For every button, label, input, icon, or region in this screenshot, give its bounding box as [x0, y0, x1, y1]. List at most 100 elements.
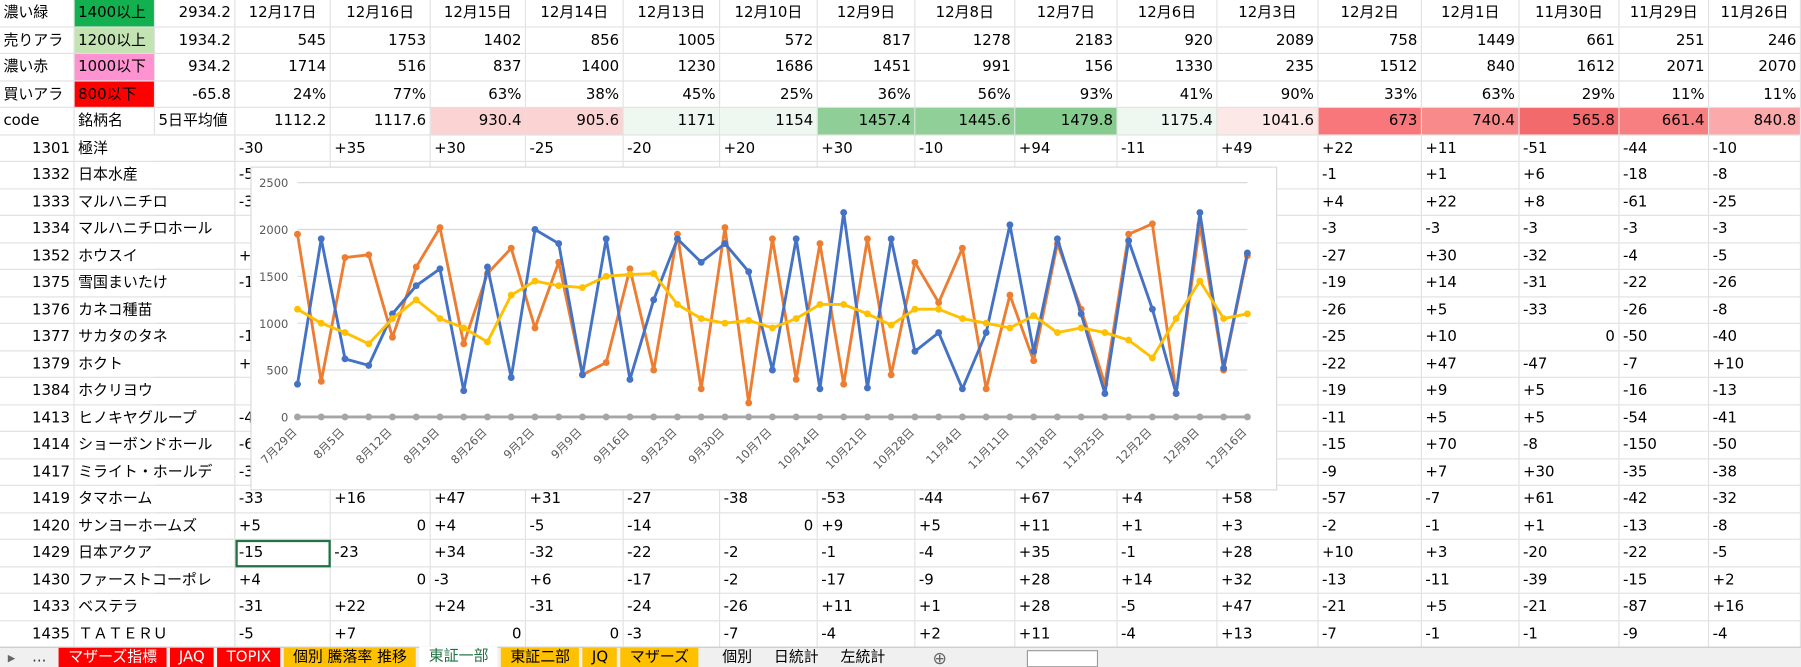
data-cell: -3 [1318, 215, 1422, 243]
sheet-tab[interactable]: JQ [582, 647, 618, 667]
cell: 買いアラ [0, 80, 75, 108]
cell: 45% [623, 80, 721, 108]
sheet-tab[interactable]: 左統計 [840, 648, 886, 667]
series-marker [507, 291, 515, 299]
data-cell: -44 [915, 485, 1016, 513]
data-cell: -7 [1619, 350, 1710, 378]
data-cell: +4 [235, 566, 331, 594]
series-marker [958, 385, 966, 393]
series-marker [768, 366, 776, 374]
x-tick-label: 8月12日 [353, 425, 395, 467]
data-cell: +10 [1709, 350, 1801, 378]
sheet-tab[interactable]: TOPIX [217, 647, 281, 667]
sheet-tab[interactable]: 東証二部 [501, 647, 580, 667]
cell: 905.6 [526, 107, 624, 135]
data-cell: -3 [1519, 215, 1620, 243]
cell: 11月29日 [1619, 0, 1710, 27]
cell [155, 161, 236, 189]
row-code: 1417 [0, 458, 75, 486]
data-cell: -2 [720, 566, 818, 594]
data-cell: +34 [430, 539, 527, 567]
series-marker [1196, 209, 1204, 217]
cell: 661.4 [1619, 107, 1710, 135]
cell: 38% [526, 80, 624, 108]
series-marker [531, 277, 539, 285]
x-tick-label: 10月21日 [823, 425, 870, 472]
series-marker [365, 251, 373, 259]
x-tick-label: 11月11日 [965, 425, 1012, 472]
data-cell: -44 [1619, 134, 1710, 162]
cell: 25% [720, 80, 818, 108]
series-marker [389, 413, 396, 421]
sheet-tab[interactable]: 日統計 [773, 648, 819, 667]
series-marker [412, 296, 420, 304]
series-marker [768, 413, 776, 421]
sheet-tab[interactable]: 個別 [722, 648, 753, 667]
series-marker [673, 235, 681, 243]
sheet-tab[interactable]: マザーズ [620, 647, 699, 667]
cell [155, 296, 236, 324]
cell: 840 [1421, 53, 1520, 81]
x-tick-label: 11月4日 [923, 425, 965, 467]
sheet-tab[interactable]: 個別 騰落率 推移 [283, 647, 417, 667]
cell: 11月30日 [1519, 0, 1620, 27]
tab-scroll[interactable]: ▸ [7, 649, 16, 667]
data-cell: +22 [1318, 134, 1422, 162]
cell: 11月26日 [1709, 0, 1801, 27]
cell: 1000以下 [74, 53, 156, 81]
y-tick-label: 2500 [259, 176, 288, 190]
data-cell: -25 [526, 134, 624, 162]
sheet-tab[interactable]: 東証一部 [419, 646, 498, 667]
cell: 545 [235, 26, 331, 54]
data-cell: -150 [1619, 431, 1710, 459]
cell [155, 404, 236, 432]
data-cell: 0 [430, 620, 527, 648]
cell: 840.8 [1709, 107, 1801, 135]
data-cell: -40 [1709, 323, 1801, 351]
cell [155, 566, 236, 594]
series-marker [1243, 413, 1251, 421]
series-marker [555, 282, 563, 290]
data-cell: -5 [1117, 593, 1218, 621]
series-marker [721, 319, 729, 327]
data-cell: +61 [1519, 485, 1620, 513]
data-cell: -5 [235, 620, 331, 648]
series-marker [531, 226, 539, 233]
series-marker [412, 413, 420, 421]
data-cell: +5 [1519, 377, 1620, 405]
series-marker [935, 329, 943, 337]
add-sheet-button[interactable]: ⊕ [932, 647, 947, 667]
cell: 12月10日 [720, 0, 818, 27]
row-code: 1301 [0, 134, 75, 162]
series-marker [317, 377, 325, 385]
data-cell: -10 [1709, 134, 1801, 162]
series-marker [911, 347, 919, 355]
data-cell: +1 [915, 593, 1016, 621]
series-marker [745, 399, 753, 407]
cell: 817 [817, 26, 916, 54]
data-cell: +5 [1421, 404, 1520, 432]
tab-nav[interactable]: ... [32, 648, 47, 667]
series-marker [1148, 354, 1156, 362]
data-cell: -32 [1709, 485, 1801, 513]
data-cell: -33 [1519, 296, 1620, 324]
data-cell: -11 [1117, 134, 1218, 162]
cell: 1479.8 [1015, 107, 1118, 135]
row-code: 1413 [0, 404, 75, 432]
data-cell: +16 [330, 485, 431, 513]
data-cell: -9 [915, 566, 1016, 594]
series-marker [792, 315, 800, 322]
series-marker [1172, 315, 1180, 322]
series-marker [484, 263, 491, 271]
row-code: 1376 [0, 296, 75, 324]
series-marker [1243, 249, 1251, 257]
data-cell: -31 [1519, 269, 1620, 297]
sheet-tab[interactable]: マザーズ指標 [59, 647, 167, 667]
sheet-tab[interactable]: JAQ [169, 647, 214, 667]
series-marker [602, 235, 610, 243]
cell: 1714 [235, 53, 331, 81]
series-marker [1172, 390, 1180, 397]
data-cell: -22 [1619, 539, 1710, 567]
series-marker [341, 355, 349, 363]
cell: 11% [1709, 80, 1801, 108]
